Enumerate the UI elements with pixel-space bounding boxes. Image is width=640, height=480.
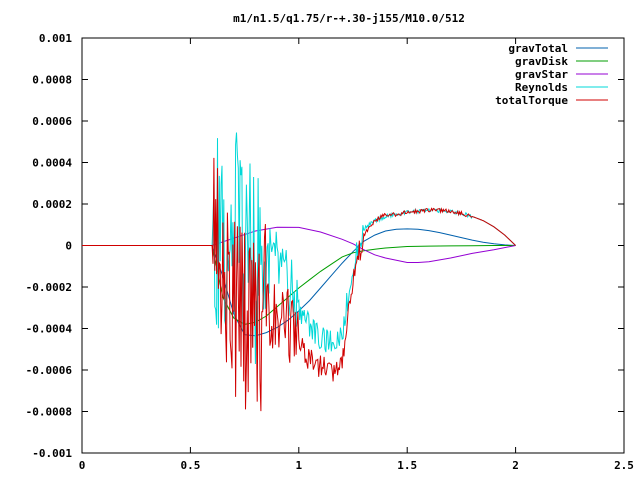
y-tick-label: -0.0002 [26, 281, 72, 294]
x-tick-label: 2.5 [614, 459, 634, 472]
legend-label: Reynolds [515, 81, 568, 94]
y-tick-label: 0 [65, 240, 72, 253]
y-tick-label: 0.0004 [32, 157, 72, 170]
y-tick-label: 0.0002 [32, 198, 72, 211]
y-tick-label: 0.001 [39, 32, 72, 45]
series-group [82, 132, 516, 412]
x-tick-label: 2 [512, 459, 519, 472]
y-tick-label: -0.0008 [26, 406, 72, 419]
y-tick-label: -0.0006 [26, 364, 73, 377]
y-tick-label: 0.0008 [32, 74, 72, 87]
y-tick-label: -0.0004 [26, 323, 73, 336]
legend-label: gravTotal [508, 42, 568, 55]
series-line-gravStar [82, 226, 516, 263]
legend: gravTotalgravDiskgravStarReynoldstotalTo… [495, 42, 608, 107]
chart-title: m1/n1.5/q1.75/r-+.30-j155/M10.0/512 [233, 12, 465, 25]
series-line-totalTorque [82, 157, 516, 412]
legend-label: gravStar [515, 68, 568, 81]
x-tick-label: 0 [79, 459, 86, 472]
axis-ticks: 0 0.5 1 1.5 2 2.5 0.001 0.0008 0.0006 0.0004 0.000… [26, 32, 634, 472]
y-tick-label: -0.001 [32, 447, 72, 460]
x-tick-label: 1 [295, 459, 302, 472]
x-tick-label: 0.5 [180, 459, 200, 472]
legend-label: gravDisk [515, 55, 568, 68]
legend-label: totalTorque [495, 94, 568, 107]
x-tick-label: 1.5 [397, 459, 417, 472]
y-tick-label: 0.0006 [32, 115, 72, 128]
